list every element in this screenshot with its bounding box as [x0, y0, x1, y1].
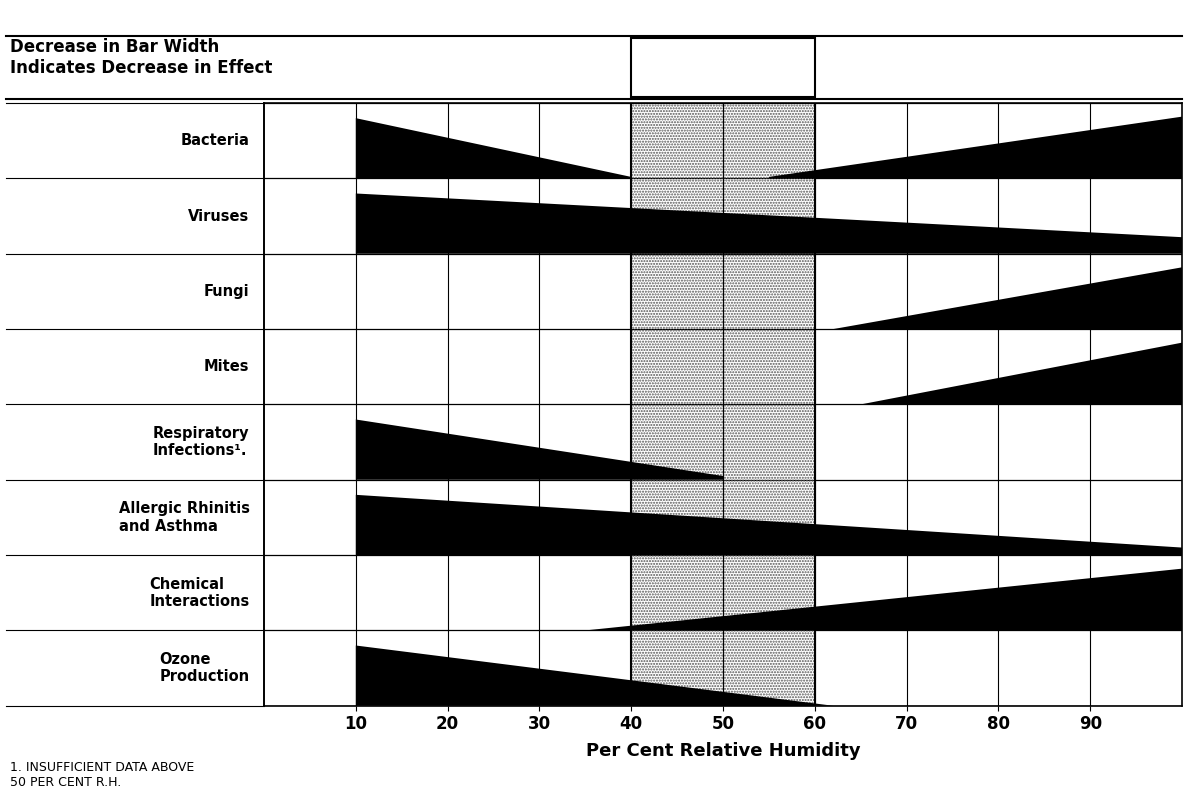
Polygon shape	[860, 343, 1182, 404]
Polygon shape	[769, 117, 1182, 178]
Text: Optimum
Zone: Optimum Zone	[684, 52, 762, 83]
Text: Bacteria: Bacteria	[181, 133, 250, 148]
Text: Mites: Mites	[204, 359, 250, 374]
Text: Ozone
Production: Ozone Production	[160, 652, 250, 684]
Text: Decrease in Bar Width
Indicates Decrease in Effect: Decrease in Bar Width Indicates Decrease…	[10, 38, 272, 77]
Bar	[631, 103, 815, 706]
Text: Fungi: Fungi	[204, 284, 250, 299]
Text: Respiratory
Infections¹.: Respiratory Infections¹.	[154, 426, 250, 458]
Polygon shape	[356, 118, 631, 178]
Polygon shape	[356, 193, 1182, 254]
Text: 1. INSUFFICIENT DATA ABOVE
50 PER CENT R.H.: 1. INSUFFICIENT DATA ABOVE 50 PER CENT R…	[10, 761, 194, 789]
Text: Viruses: Viruses	[188, 209, 250, 224]
Polygon shape	[356, 495, 1182, 555]
Text: Chemical
Interactions: Chemical Interactions	[149, 577, 250, 609]
Polygon shape	[833, 267, 1182, 329]
Polygon shape	[356, 646, 833, 706]
Polygon shape	[586, 569, 1182, 630]
Bar	[631, 103, 815, 706]
Text: Allergic Rhinitis
and Asthma: Allergic Rhinitis and Asthma	[119, 501, 250, 534]
Polygon shape	[356, 419, 722, 480]
X-axis label: Per Cent Relative Humidity: Per Cent Relative Humidity	[586, 741, 860, 760]
